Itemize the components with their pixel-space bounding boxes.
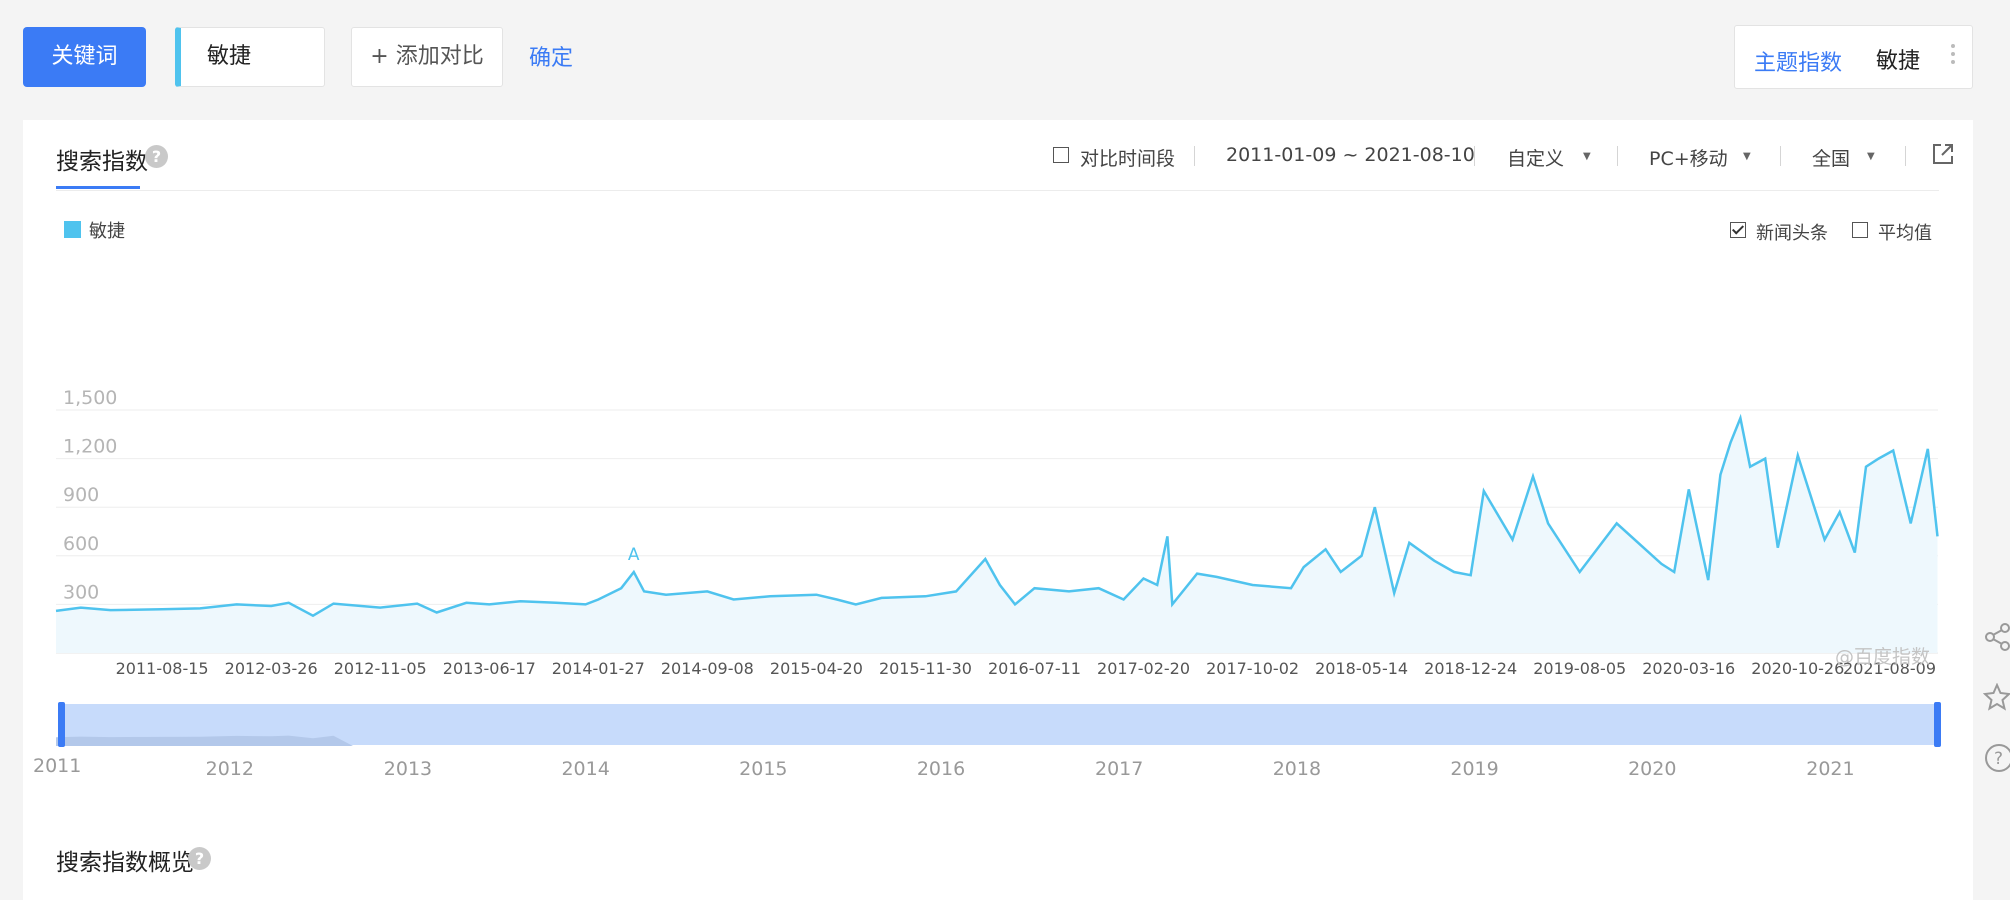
x-tick-label: 2013-06-17 [443, 659, 536, 678]
average-checkbox[interactable] [1852, 222, 1868, 238]
range-handle-left[interactable] [58, 702, 65, 747]
x-tick-label: 2015-04-20 [770, 659, 863, 678]
x-tick-label: 2017-10-02 [1206, 659, 1299, 678]
divider [1780, 146, 1781, 166]
search-index-panel: 搜索指数 ? 对比时间段 2011-01-09 ~ 2021-08-10 自定义… [23, 120, 1973, 900]
confirm-link[interactable]: 确定 [529, 46, 574, 71]
x-tick-label: 2016-07-11 [988, 659, 1081, 678]
x-tick-label: 2018-12-24 [1424, 659, 1517, 678]
add-compare-button[interactable]: + 添加对比 [351, 27, 503, 87]
keyword-button[interactable]: 关键词 [23, 27, 146, 87]
svg-text:?: ? [1994, 749, 2003, 769]
average-label[interactable]: 平均值 [1878, 223, 1932, 244]
x-tick-label: 2012-03-26 [225, 659, 318, 678]
range-year-label: 2020 [1628, 758, 1676, 780]
divider [1194, 146, 1195, 166]
y-tick-label: 900 [63, 484, 99, 506]
tab-search-index[interactable]: 搜索指数 [56, 149, 148, 175]
x-tick-label: 2019-08-05 [1533, 659, 1626, 678]
divider [1474, 146, 1475, 166]
tab-underline [56, 186, 140, 189]
range-year-label: 2015 [739, 758, 787, 780]
x-tick-label: 2015-11-30 [879, 659, 972, 678]
x-tick-label: 2014-01-27 [552, 659, 645, 678]
range-year-label: 2012 [206, 758, 254, 780]
y-tick-label: 300 [63, 581, 99, 603]
y-axis-ticks: 300 600 900 1,200 1,500 [63, 387, 117, 603]
y-tick-label: 1,500 [63, 387, 117, 409]
series-line [55, 413, 1939, 618]
range-handle-right[interactable] [1934, 702, 1941, 747]
divider [1617, 146, 1618, 166]
range-year-label: 2013 [384, 758, 432, 780]
device-dropdown[interactable]: PC+移动 [1649, 148, 1728, 170]
x-tick-label: 2020-03-16 [1642, 659, 1735, 678]
help-icon[interactable]: ? [145, 145, 168, 168]
range-year-label: 2017 [1095, 758, 1143, 780]
x-tick-label: 2021-08-09 [1843, 659, 1936, 678]
topic-index-label[interactable]: 主题指数 [1754, 51, 1843, 76]
range-year-labels: 2011 2012 2013 2014 2015 2016 2017 2018 2019 2020… [33, 755, 1855, 780]
y-tick-label: 1,200 [63, 436, 117, 458]
x-axis-ticks: 2011-08-15 2012-03-26 2012-11-05 2013-06-17… [116, 659, 1936, 678]
topic-index-selector[interactable]: 主题指数 敏捷 [1734, 25, 1973, 89]
x-tick-label: 2017-02-20 [1097, 659, 1190, 678]
custom-range-dropdown[interactable]: 自定义 [1507, 148, 1565, 170]
share-icon[interactable] [1983, 622, 2010, 652]
series-area [56, 418, 1938, 653]
region-dropdown[interactable]: 全国 [1812, 148, 1851, 170]
range-year-label: 2016 [917, 758, 965, 780]
help-icon[interactable]: ? [188, 847, 211, 870]
range-year-label: 2019 [1450, 758, 1498, 780]
header-divider [56, 190, 1939, 191]
external-link-icon[interactable] [1931, 142, 1955, 166]
more-options-icon[interactable] [1950, 44, 1956, 68]
range-year-label: 2011 [33, 755, 81, 777]
keyword-input[interactable]: 敏捷 [175, 27, 325, 87]
news-headline-label[interactable]: 新闻头条 [1756, 223, 1828, 244]
search-index-chart: 300 600 900 1,200 1,500 A 2011-08-15 2012-03-… [33, 387, 1941, 780]
range-year-label: 2014 [561, 758, 609, 780]
range-navigator-preview [56, 735, 353, 746]
chevron-down-icon[interactable]: ▼ [1867, 151, 1875, 162]
chevron-down-icon[interactable]: ▼ [1583, 151, 1591, 162]
legend-swatch [64, 221, 81, 238]
star-icon[interactable] [1983, 683, 2010, 713]
topic-index-value: 敏捷 [1876, 49, 1921, 74]
compare-period-label[interactable]: 对比时间段 [1080, 148, 1176, 170]
divider [1905, 146, 1906, 166]
legend-label[interactable]: 敏捷 [89, 221, 125, 242]
range-year-label: 2018 [1273, 758, 1321, 780]
x-tick-label: 2018-05-14 [1315, 659, 1408, 678]
help-circle-icon[interactable]: ? [1983, 742, 2010, 774]
x-tick-label: 2012-11-05 [334, 659, 427, 678]
x-tick-label: 2020-10-26 [1751, 659, 1844, 678]
x-tick-label: 2011-08-15 [116, 659, 209, 678]
y-tick-label: 600 [63, 533, 99, 555]
x-tick-label: 2014-09-08 [661, 659, 754, 678]
news-annotation-marker[interactable]: A [628, 545, 640, 565]
range-navigator[interactable] [60, 704, 1938, 745]
range-year-label: 2021 [1806, 758, 1854, 780]
compare-period-checkbox[interactable] [1053, 147, 1069, 163]
overview-title: 搜索指数概览 [56, 850, 194, 876]
date-range-picker[interactable]: 2011-01-09 ~ 2021-08-10 [1226, 144, 1475, 166]
chevron-down-icon[interactable]: ▼ [1743, 151, 1751, 162]
watermark: @百度指数 [1835, 646, 1930, 668]
news-headline-checkbox[interactable] [1730, 222, 1746, 238]
